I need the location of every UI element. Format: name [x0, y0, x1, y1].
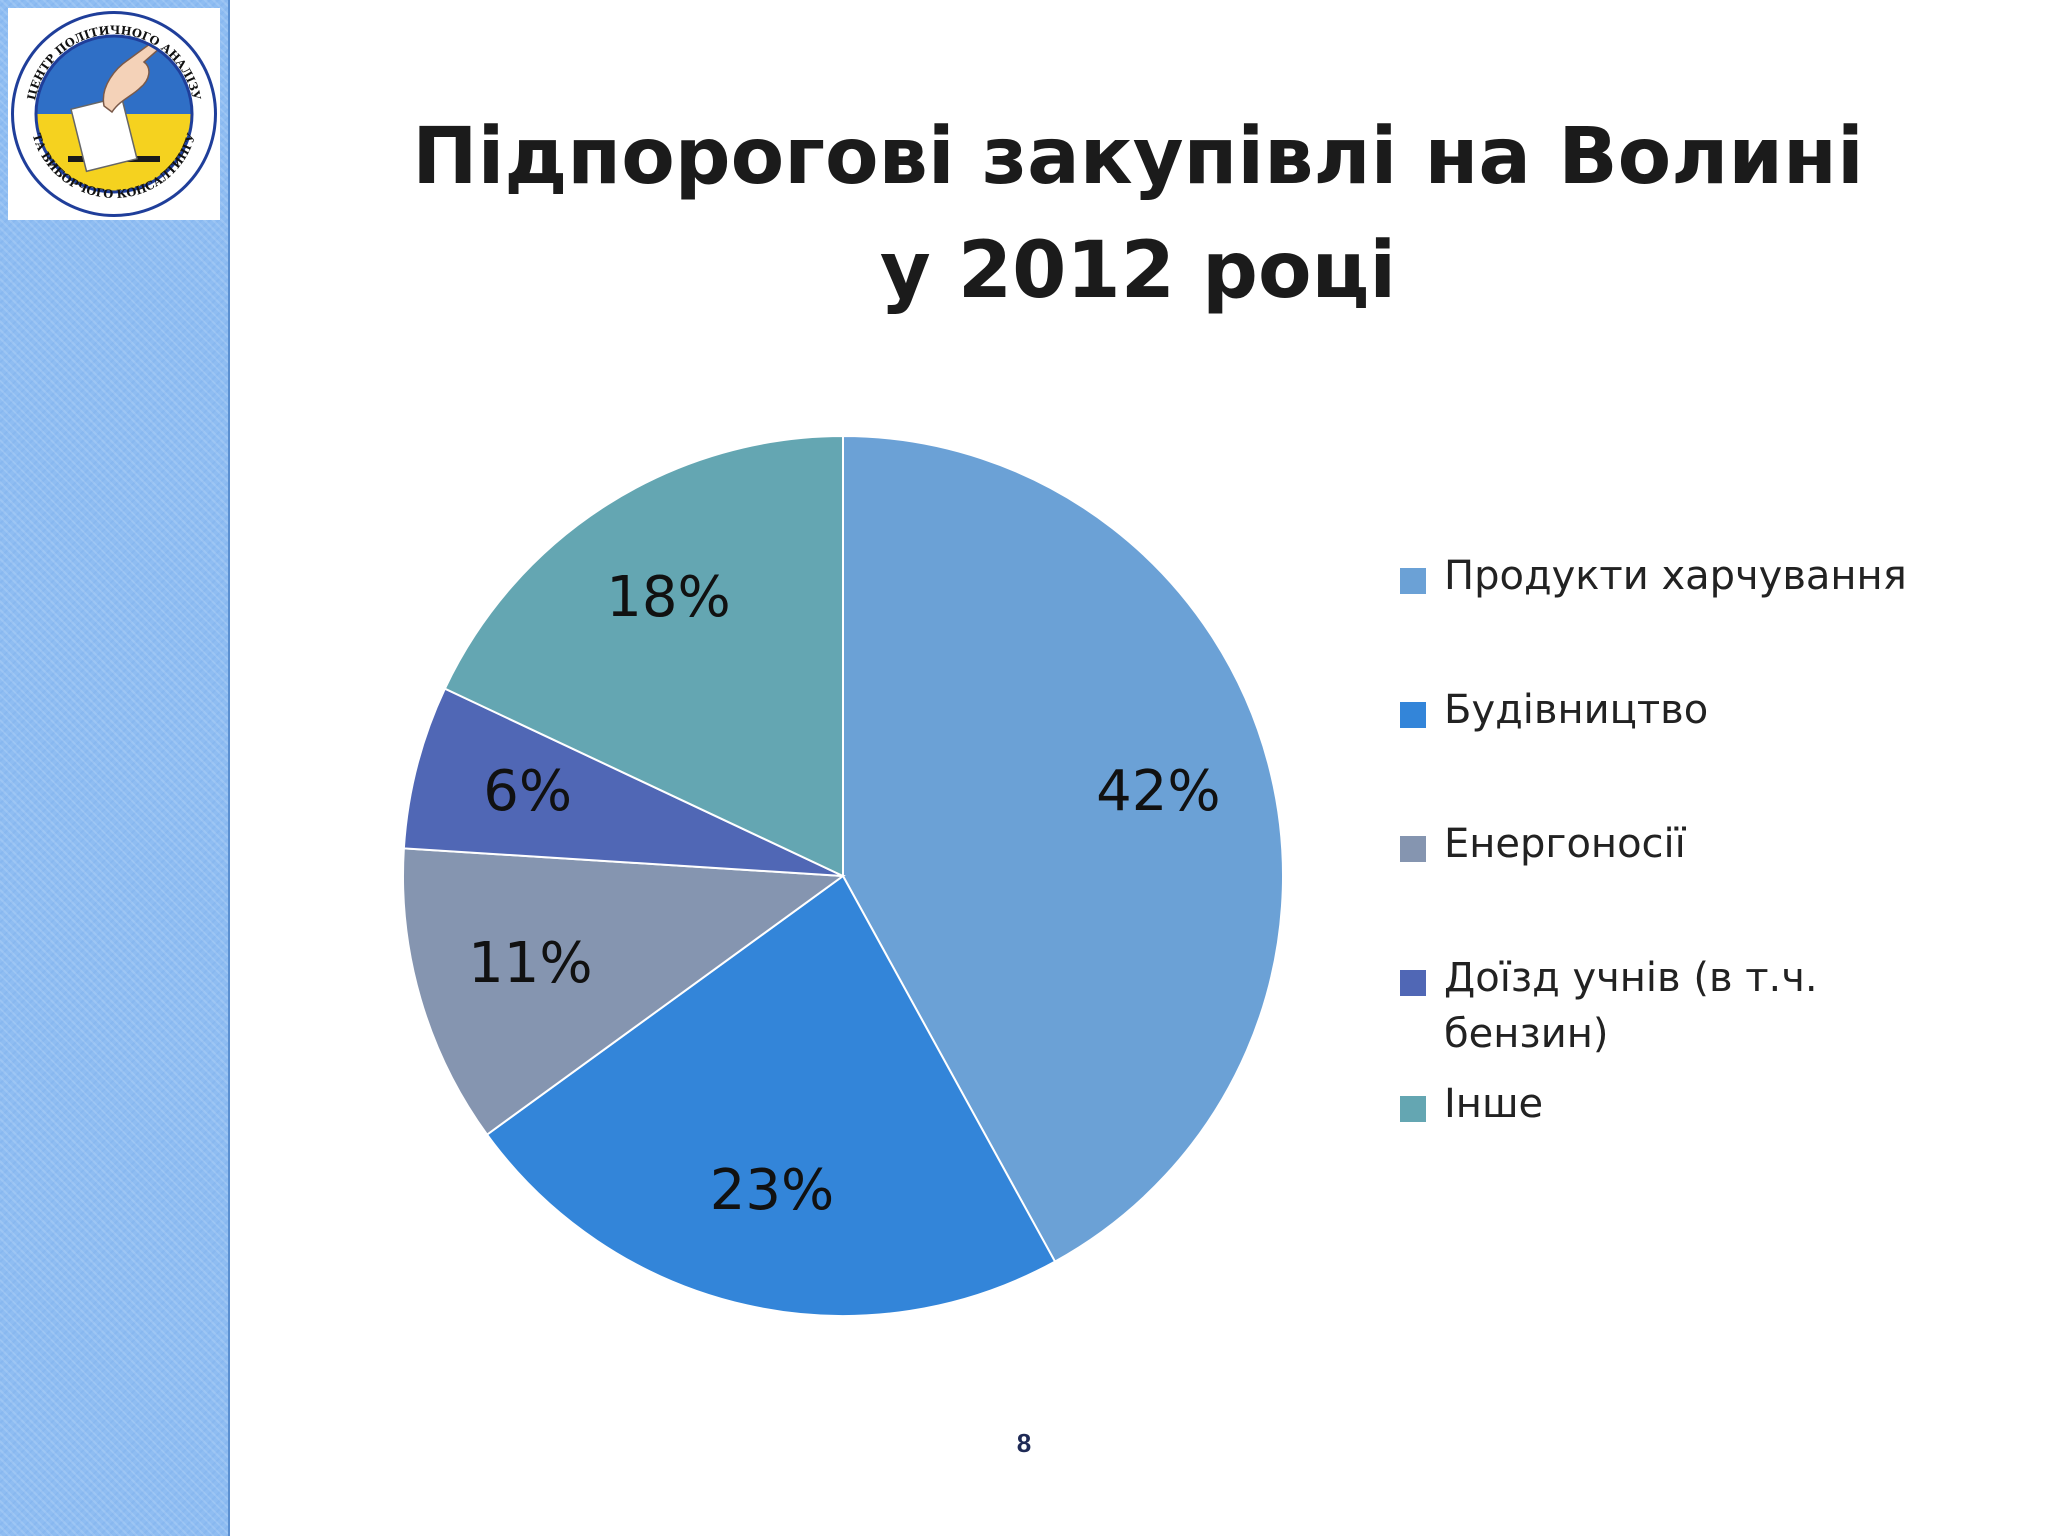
chart-legend: Продукти харчування Будівництво Енергоносі…	[1400, 548, 1960, 1210]
legend-swatch-0	[1400, 568, 1426, 594]
legend-swatch-1	[1400, 702, 1426, 728]
page-number: 8	[1016, 1428, 1032, 1458]
legend-label-2: Енергоносії	[1444, 821, 1686, 867]
logo: ЦЕНТР ПОЛІТИЧНОГО АНАЛІЗУ ТА ВИБОРЧОГО К…	[8, 8, 220, 220]
logo-emblem: ЦЕНТР ПОЛІТИЧНОГО АНАЛІЗУ ТА ВИБОРЧОГО К…	[11, 11, 217, 217]
pie-value-label-0: 42%	[1096, 759, 1220, 824]
pie-slices	[402, 434, 1284, 1317]
pie-value-label-3: 6%	[483, 759, 572, 824]
pie-slice-1	[485, 874, 1057, 1317]
legend-item-2: Енергоносії	[1400, 816, 1960, 872]
sidebar-strip: ЦЕНТР ПОЛІТИЧНОГО АНАЛІЗУ ТА ВИБОРЧОГО К…	[0, 0, 230, 1536]
legend-label-3: Доїзд учнів (в т.ч. бензин)	[1444, 955, 1818, 1057]
pie-value-label-4: 18%	[606, 565, 730, 630]
pie-slice-3	[402, 687, 844, 877]
legend-swatch-2	[1400, 836, 1426, 862]
pie-value-labels: 42% 23% 11% 6% 18%	[468, 565, 1221, 1223]
legend-item-1: Будівництво	[1400, 682, 1960, 738]
legend-item-4: Інше	[1400, 1076, 1960, 1132]
pie-value-label-2: 11%	[468, 931, 592, 996]
legend-swatch-3	[1400, 970, 1426, 996]
slide-title-line1: Підпорогові закупівлі на Волині	[412, 112, 1864, 202]
legend-label-4: Інше	[1444, 1081, 1544, 1127]
legend-label-1: Будівництво	[1444, 687, 1709, 733]
pie-slice-2	[402, 847, 846, 1137]
legend-item-3: Доїзд учнів (в т.ч. бензин)	[1400, 950, 1960, 1062]
pie-value-label-1: 23%	[710, 1158, 834, 1223]
pie-slice-0	[842, 434, 1284, 1263]
legend-swatch-4	[1400, 1096, 1426, 1122]
slide-title-line2: у 2012 році	[879, 226, 1397, 316]
pie-slice-4	[443, 434, 844, 878]
legend-label-0: Продукти харчування	[1444, 553, 1907, 599]
legend-item-0: Продукти харчування	[1400, 548, 1960, 604]
